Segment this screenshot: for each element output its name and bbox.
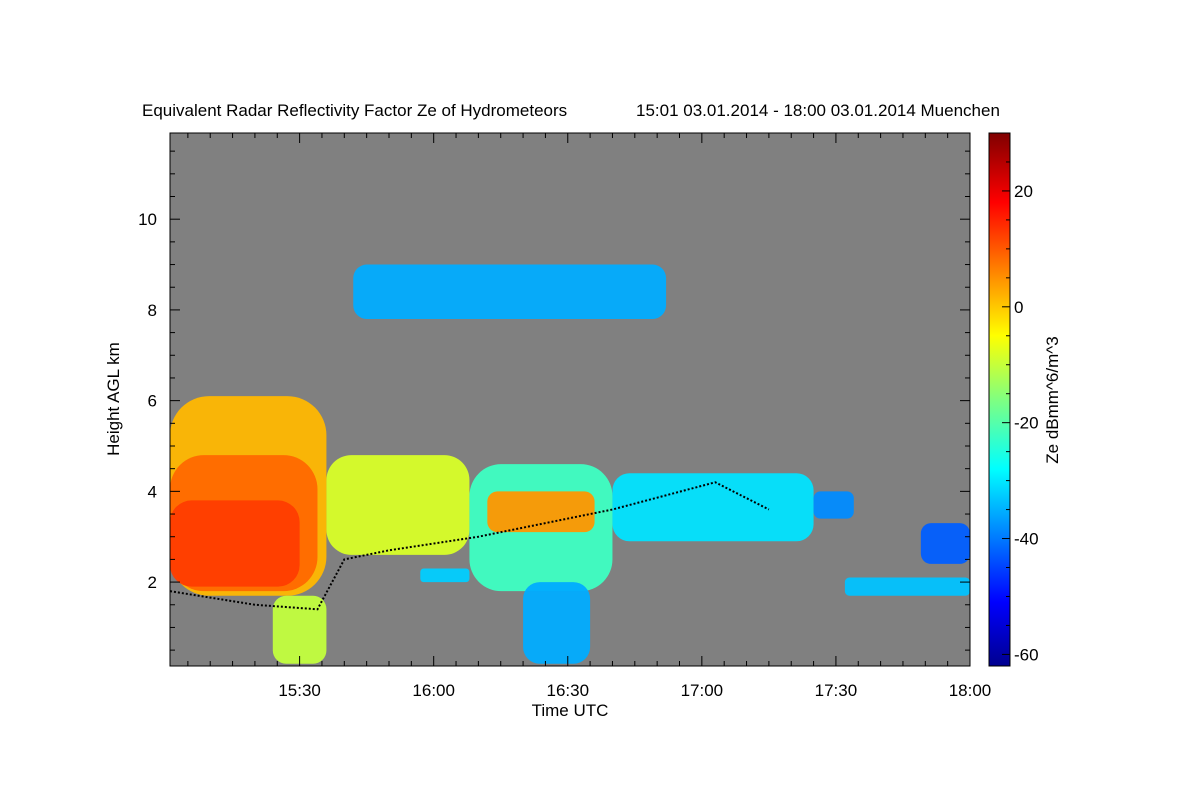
colorbar-tick-label: 20 (1014, 182, 1033, 201)
cloud-base-line (170, 481, 770, 611)
y-tick-label: 10 (138, 210, 157, 229)
echo-region-4 (326, 455, 470, 555)
echo-region-7 (612, 473, 814, 542)
y-axis: 2 4 6 8 10 (138, 150, 970, 651)
echo-region-14 (353, 264, 667, 319)
echo-region-6 (487, 491, 595, 533)
x-tick-label: 18:00 (949, 681, 992, 700)
colorbar-label: Ze dBmm^6/m^3 (1043, 336, 1062, 463)
x-axis: 15:30 16:00 16:30 17:00 17:30 18:00 (187, 133, 992, 700)
echo-region-8 (813, 491, 854, 519)
plot-frame (169, 132, 971, 667)
colorbar (988, 132, 1011, 667)
x-tick-label: 16:30 (546, 681, 589, 700)
echo-region-10 (523, 582, 591, 664)
echo-layer (170, 264, 970, 664)
x-tick-label: 17:30 (815, 681, 858, 700)
y-axis-label: Height AGL km (104, 342, 123, 456)
x-axis-label: Time UTC (532, 701, 609, 720)
chart-title: Equivalent Radar Reflectivity Factor Ze … (142, 101, 567, 120)
colorbar-axis: 20 0 -20 -40 -60 (1002, 132, 1039, 664)
y-tick-label: 6 (148, 392, 157, 411)
echo-region-9 (272, 595, 327, 664)
x-tick-label: 16:00 (412, 681, 455, 700)
y-tick-label: 8 (148, 301, 157, 320)
cloud-base-polyline (170, 481, 770, 611)
y-tick-label: 4 (148, 482, 157, 501)
echo-region-13 (920, 523, 970, 564)
echo-region-3 (170, 500, 300, 587)
colorbar-tick-label: -40 (1014, 530, 1039, 549)
chart-subtitle: 15:01 03.01.2014 - 18:00 03.01.2014 Muen… (636, 101, 1000, 120)
colorbar-tick-label: -20 (1014, 414, 1039, 433)
colorbar-tick-label: -60 (1014, 645, 1039, 664)
x-tick-label: 17:00 (681, 681, 724, 700)
echo-region-11 (420, 568, 470, 583)
y-tick-label: 2 (148, 573, 157, 592)
colorbar-tick-label: 0 (1014, 298, 1023, 317)
echo-region-12 (844, 577, 970, 596)
x-tick-label: 15:30 (278, 681, 321, 700)
